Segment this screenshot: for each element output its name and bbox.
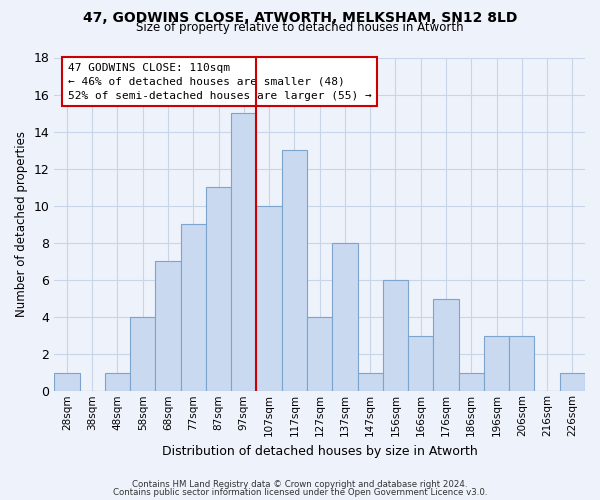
Text: Size of property relative to detached houses in Atworth: Size of property relative to detached ho… (136, 21, 464, 34)
Bar (206, 188, 231, 392)
Text: Contains public sector information licensed under the Open Government Licence v3: Contains public sector information licen… (113, 488, 487, 497)
Bar (509, 336, 535, 392)
Bar (484, 336, 509, 392)
Y-axis label: Number of detached properties: Number of detached properties (15, 132, 28, 318)
Bar (54, 372, 80, 392)
Bar (256, 206, 282, 392)
Bar (358, 372, 383, 392)
Bar (383, 280, 408, 392)
Bar (408, 336, 433, 392)
Text: 47 GODWINS CLOSE: 110sqm
← 46% of detached houses are smaller (48)
52% of semi-d: 47 GODWINS CLOSE: 110sqm ← 46% of detach… (68, 62, 371, 100)
Bar (105, 372, 130, 392)
Bar (231, 113, 256, 392)
X-axis label: Distribution of detached houses by size in Atworth: Distribution of detached houses by size … (162, 444, 478, 458)
Bar (433, 298, 458, 392)
Bar (307, 317, 332, 392)
Text: 47, GODWINS CLOSE, ATWORTH, MELKSHAM, SN12 8LD: 47, GODWINS CLOSE, ATWORTH, MELKSHAM, SN… (83, 11, 517, 25)
Bar (332, 243, 358, 392)
Bar (130, 317, 155, 392)
Text: Contains HM Land Registry data © Crown copyright and database right 2024.: Contains HM Land Registry data © Crown c… (132, 480, 468, 489)
Bar (458, 372, 484, 392)
Bar (181, 224, 206, 392)
Bar (282, 150, 307, 392)
Bar (560, 372, 585, 392)
Bar (155, 262, 181, 392)
